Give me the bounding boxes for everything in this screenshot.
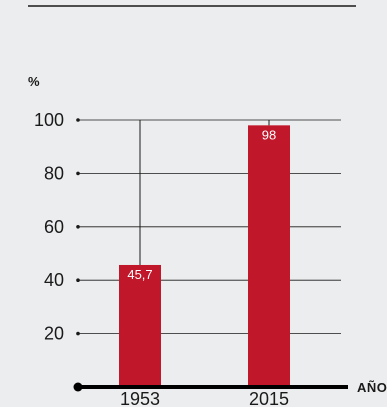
y-tick-label-60: 60	[44, 217, 64, 237]
y-axis-ticks: 20 40 60 80 100	[34, 110, 64, 344]
y-unit-label: %	[28, 74, 40, 89]
y-tick-label-40: 40	[44, 270, 64, 290]
bar-connectors	[139, 120, 270, 265]
y-tick-label-80: 80	[44, 163, 64, 183]
data-label-1953: 45,7	[127, 267, 152, 282]
gridline-dot-60	[76, 225, 80, 229]
gridlines	[76, 118, 341, 336]
gridline-dot-80	[76, 171, 80, 176]
gridline-dot-20	[76, 331, 80, 336]
gridline-dot-100	[76, 118, 80, 122]
y-tick-label-100: 100	[34, 110, 64, 130]
gridline-dot-40	[76, 278, 80, 283]
x-label-2015: 2015	[249, 389, 289, 407]
x-axis-origin-dot	[73, 382, 83, 392]
bar-1953	[119, 264, 161, 387]
y-tick-label-20: 20	[44, 324, 64, 344]
x-axis-labels: 1953 2015	[120, 389, 289, 407]
bars: 45,7 98	[119, 125, 290, 387]
x-axis-title: AÑOS	[357, 380, 387, 395]
bar-2015	[248, 125, 290, 387]
data-label-2015: 98	[262, 127, 276, 142]
x-label-1953: 1953	[120, 389, 160, 407]
